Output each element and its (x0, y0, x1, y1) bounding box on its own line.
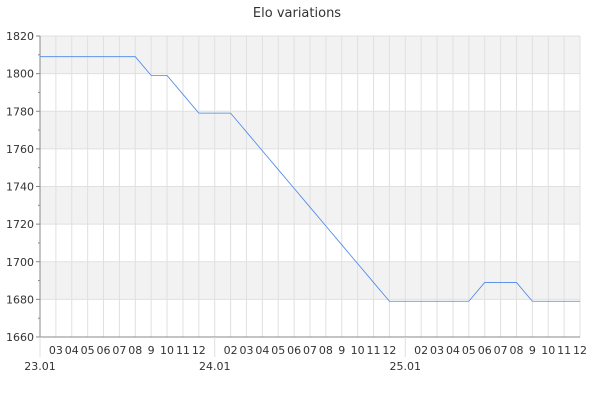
x-tick-label: 07 (112, 344, 126, 357)
x-tick-label: 05 (462, 344, 476, 357)
x-tick-label: 11 (367, 344, 381, 357)
x-tick-label: 9 (148, 344, 155, 357)
y-tick-label: 1700 (6, 256, 34, 269)
y-tick-label: 1740 (6, 181, 34, 194)
x-tick-label: 03 (430, 344, 444, 357)
x-date-label: 23.01 (24, 360, 56, 373)
x-tick-label: 10 (351, 344, 365, 357)
x-tick-label: 05 (81, 344, 95, 357)
x-tick-label: 02 (414, 344, 428, 357)
x-tick-label: 12 (382, 344, 396, 357)
x-tick-label: 08 (319, 344, 333, 357)
x-tick-label: 11 (557, 344, 571, 357)
x-tick-label: 10 (160, 344, 174, 357)
x-tick-label: 11 (176, 344, 190, 357)
x-tick-label: 04 (65, 344, 79, 357)
x-tick-label: 04 (446, 344, 460, 357)
x-tick-label: 07 (303, 344, 317, 357)
x-tick-label: 02 (224, 344, 238, 357)
x-tick-label: 9 (338, 344, 345, 357)
y-tick-label: 1800 (6, 68, 34, 81)
x-tick-label: 03 (49, 344, 63, 357)
x-tick-label: 12 (192, 344, 206, 357)
x-date-label: 25.01 (390, 360, 422, 373)
x-tick-label: 04 (255, 344, 269, 357)
x-tick-label: 06 (287, 344, 301, 357)
y-tick-label: 1720 (6, 218, 34, 231)
y-tick-label: 1680 (6, 293, 34, 306)
x-tick-label: 03 (239, 344, 253, 357)
chart-title: Elo variations (253, 6, 341, 21)
x-tick-label: 06 (478, 344, 492, 357)
y-tick-label: 1820 (6, 30, 34, 43)
x-tick-label: 12 (573, 344, 587, 357)
y-tick-label: 1760 (6, 143, 34, 156)
y-tick-label: 1780 (6, 105, 34, 118)
y-tick-label: 1660 (6, 331, 34, 344)
x-tick-label: 06 (97, 344, 111, 357)
x-date-label: 24.01 (199, 360, 231, 373)
x-tick-label: 05 (271, 344, 285, 357)
x-tick-label: 9 (529, 344, 536, 357)
x-tick-label: 07 (494, 344, 508, 357)
x-tick-label: 08 (128, 344, 142, 357)
x-tick-label: 08 (509, 344, 523, 357)
x-tick-label: 10 (541, 344, 555, 357)
